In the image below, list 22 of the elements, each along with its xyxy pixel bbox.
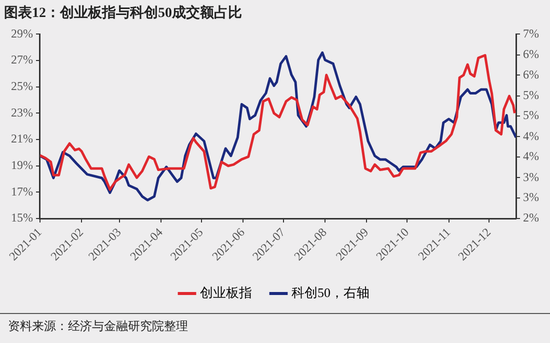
y-tick-label: 23% — [10, 105, 33, 120]
y2-tick-label: 5% — [523, 88, 540, 102]
y-tick-label: 25% — [10, 79, 33, 94]
y2-tick-label: 2% — [523, 210, 540, 225]
y2-tick-label: 6% — [523, 67, 540, 82]
y-tick-label: 17% — [10, 184, 33, 198]
y2-tick-label: 4% — [523, 149, 540, 164]
y2-tick-label: 7% — [523, 26, 540, 40]
legend-label: 创业板指 — [200, 284, 252, 300]
y-tick-label: 27% — [10, 52, 33, 67]
y-tick-label: 15% — [10, 210, 33, 225]
y-tick-label: 19% — [10, 158, 33, 172]
legend-label: 科创50，右轴 — [292, 284, 370, 300]
y2-tick-label: 3% — [523, 170, 540, 184]
y2-tick-label: 6% — [523, 47, 540, 61]
y2-tick-label: 5% — [523, 108, 540, 122]
chart-title: 图表12：创业板指与科创50成交额占比 — [4, 4, 242, 22]
y-tick-label: 29% — [10, 26, 33, 40]
text: 资料来源：经济与金融研究院整理 — [8, 318, 189, 335]
y2-tick-label: 4% — [523, 128, 540, 143]
y2-tick-label: 3% — [523, 190, 540, 204]
y-tick-label: 21% — [10, 132, 33, 146]
